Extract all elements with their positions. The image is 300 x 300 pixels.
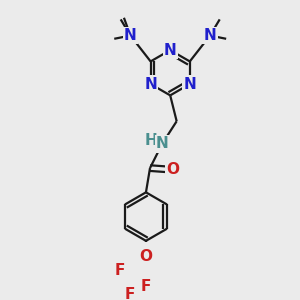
Text: N: N xyxy=(156,136,169,152)
Text: N: N xyxy=(183,76,196,92)
Text: N: N xyxy=(204,28,216,43)
Text: N: N xyxy=(144,76,157,92)
Text: N: N xyxy=(124,28,137,43)
Text: F: F xyxy=(124,287,135,300)
Text: F: F xyxy=(141,279,151,294)
Text: O: O xyxy=(166,162,179,177)
Text: H: H xyxy=(144,133,157,148)
Text: F: F xyxy=(115,263,125,278)
Text: O: O xyxy=(140,250,152,265)
Text: N: N xyxy=(164,43,177,58)
